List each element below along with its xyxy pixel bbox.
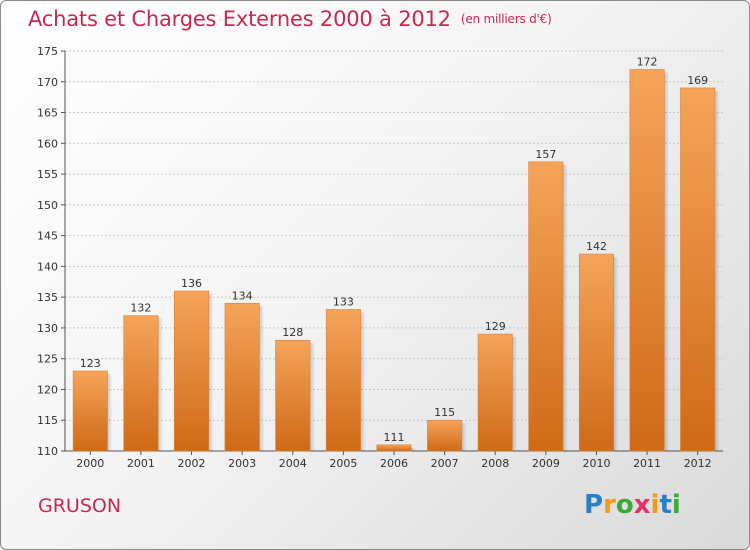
data-label: 111 — [384, 431, 405, 444]
bar — [578, 253, 614, 452]
bar — [680, 87, 716, 452]
x-tick-label: 2006 — [380, 457, 408, 470]
y-tick-label: 175 — [37, 45, 58, 58]
bar — [224, 303, 260, 452]
logo-letter: i — [650, 490, 660, 520]
y-tick-label: 155 — [37, 168, 58, 181]
data-label: 142 — [586, 240, 607, 253]
bar-shadow — [563, 164, 569, 451]
data-label: 115 — [434, 406, 455, 419]
logo-letter: i — [671, 490, 681, 520]
chart-unit: (en milliers d'€) — [460, 12, 552, 26]
data-label: 157 — [535, 148, 556, 161]
bar — [275, 339, 311, 452]
bar — [174, 290, 210, 452]
bar — [72, 370, 108, 452]
y-tick-label: 115 — [37, 414, 58, 427]
data-label: 136 — [181, 277, 202, 290]
x-tick-label: 2001 — [127, 457, 155, 470]
y-tick-label: 125 — [37, 353, 58, 366]
x-tick-label: 2008 — [481, 457, 509, 470]
logo-letter: P — [584, 490, 604, 520]
x-tick-label: 2009 — [532, 457, 560, 470]
data-label: 128 — [282, 326, 303, 339]
logo-letter: r — [603, 490, 616, 520]
data-label: 129 — [485, 320, 506, 333]
bar-shadow — [461, 423, 467, 451]
x-tick-label: 2004 — [279, 457, 307, 470]
x-tick-label: 2000 — [76, 457, 104, 470]
bar — [123, 315, 159, 452]
bar-shadow — [309, 343, 315, 451]
bar-shadow — [360, 312, 366, 451]
x-tick-label: 2003 — [228, 457, 256, 470]
bar-shadow — [664, 72, 670, 451]
data-label: 133 — [333, 295, 354, 308]
y-tick-label: 150 — [37, 199, 58, 212]
data-label: 172 — [637, 55, 658, 68]
x-tick-label: 2002 — [178, 457, 206, 470]
data-label: 134 — [232, 289, 253, 302]
y-tick-label: 110 — [37, 445, 58, 458]
chart-title: Achats et Charges Externes 2000 à 2012 (e… — [28, 7, 552, 31]
x-tick-label: 2012 — [684, 457, 712, 470]
proxiti-logo: Proxiti — [584, 490, 681, 520]
y-tick-label: 165 — [37, 107, 58, 120]
data-label: 123 — [80, 357, 101, 370]
y-tick-label: 120 — [37, 383, 58, 396]
x-tick-label: 2011 — [633, 457, 661, 470]
y-tick-label: 145 — [37, 230, 58, 243]
commune-name: GRUSON — [38, 495, 122, 517]
bar — [629, 69, 665, 452]
data-label: 132 — [130, 302, 151, 315]
bar-shadow — [512, 337, 518, 451]
bar-shadow — [208, 294, 214, 451]
logo-letter: o — [615, 490, 634, 520]
x-tick-label: 2010 — [582, 457, 610, 470]
bar — [325, 309, 361, 452]
logo-letter: x — [633, 490, 651, 520]
logo-letter: t — [659, 490, 672, 520]
x-tick-label: 2007 — [431, 457, 459, 470]
bar — [477, 333, 513, 452]
y-tick-label: 140 — [37, 260, 58, 273]
y-tick-label: 170 — [37, 76, 58, 89]
bar-shadow — [107, 374, 113, 451]
bar — [376, 444, 412, 452]
bar — [528, 161, 564, 452]
x-tick-label: 2005 — [329, 457, 357, 470]
y-tick-label: 130 — [37, 322, 58, 335]
bar-shadow — [411, 447, 417, 451]
bar-shadow — [714, 90, 720, 451]
bar-shadow — [158, 318, 164, 451]
bar-shadow — [613, 257, 619, 451]
data-label: 169 — [687, 74, 708, 87]
y-tick-label: 135 — [37, 291, 58, 304]
bar-shadow — [259, 306, 265, 451]
y-tick-label: 160 — [37, 137, 58, 150]
bar — [427, 419, 463, 452]
